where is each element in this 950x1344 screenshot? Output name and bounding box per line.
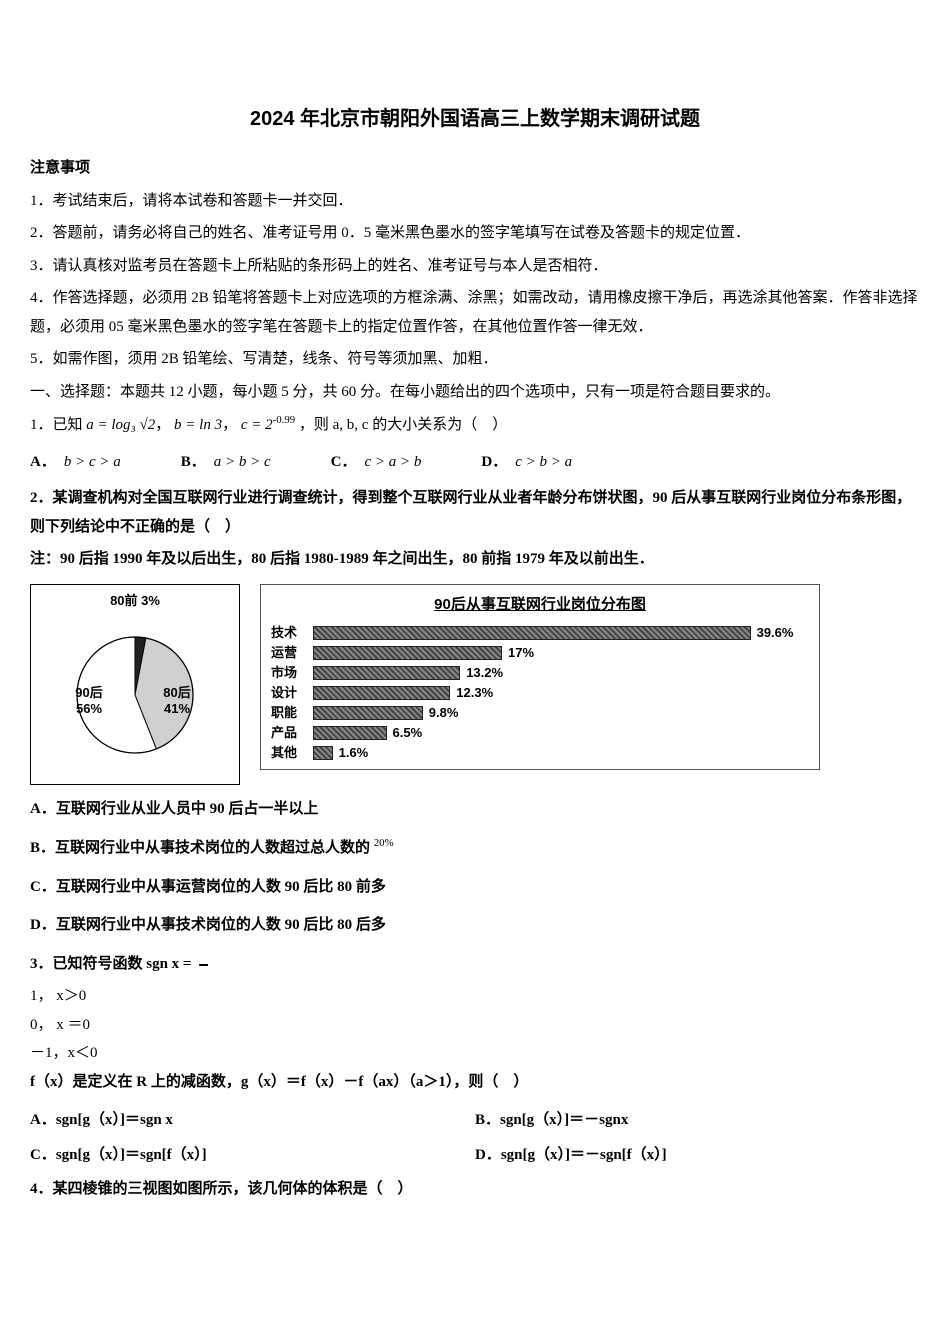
bar-val: 1.6% (339, 741, 369, 766)
q1-stem: 1．已知 a = log₃ √2， b = ln 3， c = 2-0.99 ，… (30, 410, 920, 440)
bar-val: 6.5% (393, 721, 423, 746)
note-item: 5．如需作图，须用 2B 铅笔绘、写清楚，线条、符号等须加黑、加粗． (30, 345, 920, 374)
q3-opt-b: B．sgn[g（x）]＝－sgnx (475, 1106, 920, 1135)
bar-row: 运营17% (271, 643, 809, 663)
bar-row: 设计12.3% (271, 683, 809, 703)
bar-title: 90后从事互联网行业岗位分布图 (271, 591, 809, 620)
q3-options: A．sgn[g（x）]＝sgn x B．sgn[g（x）]＝－sgnx C．sg… (30, 1106, 920, 1169)
bar-row: 职能9.8% (271, 703, 809, 723)
bar-val: 12.3% (456, 681, 493, 706)
q3-case-3: －1，x＜0 (30, 1039, 920, 1068)
q2-opt-d: D．互联网行业中从事技术岗位的人数 90 后比 80 后多 (30, 911, 920, 940)
q3-opt-c: C．sgn[g（x）]＝sgn[f（x）] (30, 1141, 475, 1170)
q1-suffix: ，则 a, b, c 的大小关系为（ ） (299, 417, 507, 433)
q1-opt-a: A．b > c > a (30, 448, 121, 477)
q1-prefix: 1．已知 (30, 417, 83, 433)
bar-rect (313, 666, 460, 680)
bar-cat: 其他 (271, 741, 313, 766)
q2-stem: 2．某调查机构对全国互联网行业进行调查统计，得到整个互联网行业从业者年龄分布饼状… (30, 484, 920, 541)
q1-opt-d: D．c > b > a (481, 448, 572, 477)
q2-opt-a: A．互联网行业从业人员中 90 后占一半以上 (30, 795, 920, 824)
q1-options: A．b > c > a B．a > b > c C．c > a > b D．c … (30, 448, 920, 477)
pie-title: 80前 3% (37, 589, 233, 614)
pie-chart: 80前 3% 90后56% 80后41% (30, 584, 240, 785)
bar-rect (313, 706, 423, 720)
q3-opt-d: D．sgn[g（x）]＝－sgn[f（x）] (475, 1141, 920, 1170)
q2-options: A．互联网行业从业人员中 90 后占一半以上 B．互联网行业中从事技术岗位的人数… (30, 795, 920, 940)
q3-case-2: 0， x ＝0 (30, 1011, 920, 1040)
bar-rect (313, 646, 502, 660)
bar-val: 17% (508, 641, 534, 666)
notes-block: 注意事项 1．考试结束后，请将本试卷和答题卡一并交回． 2．答题前，请务必将自己… (30, 154, 920, 374)
q3-case-1: 1， x＞0 (30, 982, 920, 1011)
bar-row: 市场13.2% (271, 663, 809, 683)
notes-head: 注意事项 (30, 154, 920, 183)
svg-text:80后: 80后 (163, 685, 190, 700)
note-item: 1．考试结束后，请将本试卷和答题卡一并交回． (30, 187, 920, 216)
q1-c: c = 2-0.99 (241, 417, 295, 433)
svg-text:41%: 41% (164, 701, 190, 716)
q3-stem: 3．已知符号函数 sgn x = (30, 950, 920, 979)
q3-opt-a: A．sgn[g（x）]＝sgn x (30, 1106, 475, 1135)
note-item: 2．答题前，请务必将自己的姓名、准考证号用 0．5 毫米黑色墨水的签字笔填写在试… (30, 219, 920, 248)
bar-chart: 90后从事互联网行业岗位分布图 技术39.6%运营17%市场13.2%设计12.… (260, 584, 820, 771)
q2-opt-b: B．互联网行业中从事技术岗位的人数超过总人数的 20% (30, 833, 920, 863)
bar-rect (313, 626, 751, 640)
bar-rect (313, 746, 333, 760)
note-item: 3．请认真核对监考员在答题卡上所粘贴的条形码上的姓名、准考证号与本人是否相符． (30, 252, 920, 281)
q1-a: a = log₃ √2 (86, 417, 155, 433)
bar-row: 技术39.6% (271, 623, 809, 643)
note-item: 4．作答选择题，必须用 2B 铅笔将答题卡上对应选项的方框涂满、涂黑；如需改动，… (30, 284, 920, 341)
q2-opt-c: C．互联网行业中从事运营岗位的人数 90 后比 80 前多 (30, 873, 920, 902)
bar-val: 9.8% (429, 701, 459, 726)
q3-post: f（x）是定义在 R 上的减函数，g（x）＝f（x）－f（ax）（a＞1），则（… (30, 1074, 528, 1090)
bar-rect (313, 726, 387, 740)
q4-stem: 4．某四棱锥的三视图如图所示，该几何体的体积是（ ） (30, 1175, 920, 1204)
q1-b: b = ln 3 (174, 417, 222, 433)
q2-note: 注：90 后指 1990 年及以后出生，80 后指 1980-1989 年之间出… (30, 545, 920, 574)
q1-opt-b: B．a > b > c (181, 448, 271, 477)
bar-val: 39.6% (757, 621, 794, 646)
q2-charts: 80前 3% 90后56% 80后41% 90后从事互联网行业岗位分布图 技术39… (30, 584, 920, 785)
bar-row: 其他 1.6% (271, 743, 809, 763)
q1-opt-c: C．c > a > b (331, 448, 422, 477)
svg-text:56%: 56% (76, 701, 102, 716)
pie-svg: 90后56% 80后41% (45, 617, 225, 767)
page-title: 2024 年北京市朝阳外国语高三上数学期末调研试题 (30, 100, 920, 138)
q3-pre: 3．已知符号函数 sgn x = (30, 956, 191, 972)
bar-rect (313, 686, 450, 700)
svg-text:90后: 90后 (75, 685, 102, 700)
section-1-head: 一、选择题：本题共 12 小题，每小题 5 分，共 60 分。在每小题给出的四个… (30, 378, 920, 407)
bar-rows: 技术39.6%运营17%市场13.2%设计12.3%职能9.8%产品6.5%其他… (271, 623, 809, 763)
